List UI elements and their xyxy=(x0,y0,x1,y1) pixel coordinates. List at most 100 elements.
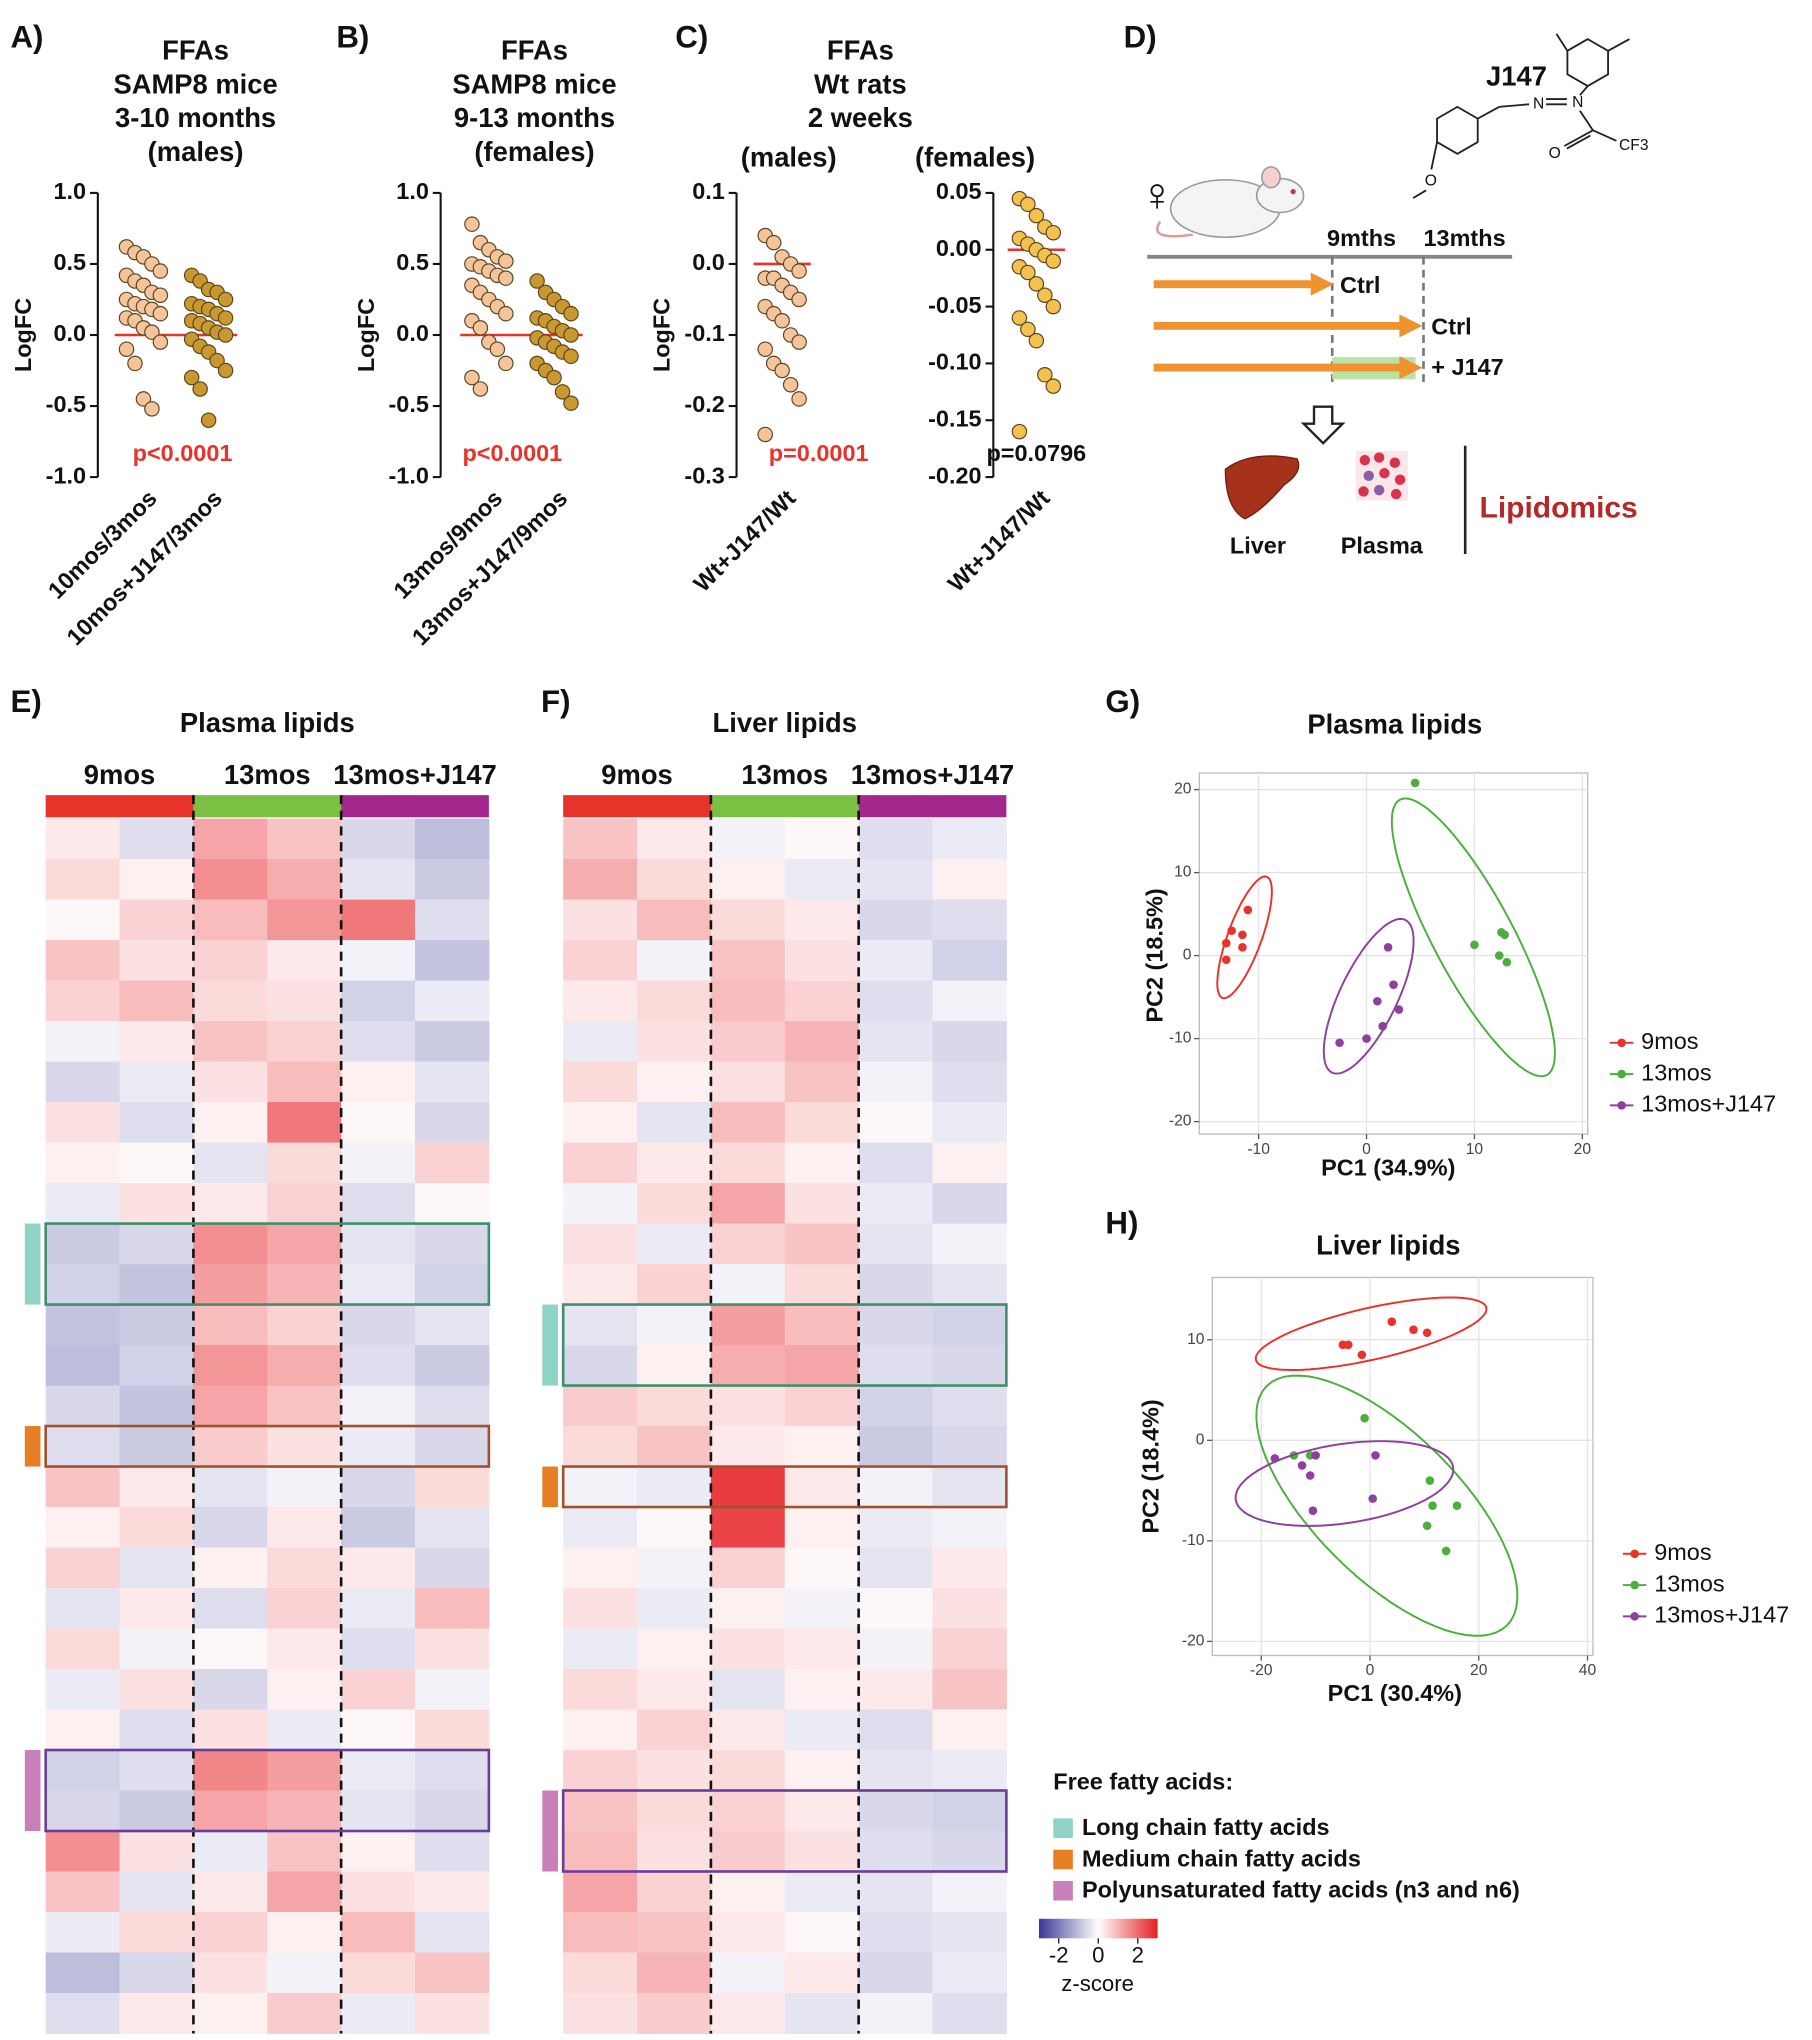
heatmap-cell xyxy=(637,1183,712,1225)
dot xyxy=(217,362,234,379)
heatmap-cell xyxy=(45,1426,121,1468)
heatmap-cell xyxy=(637,859,712,901)
arm-label: Ctrl xyxy=(1431,314,1471,340)
confidence-ellipse xyxy=(1216,875,1273,1000)
heatmap-cell xyxy=(784,1466,860,1508)
chart-title: SAMP8 mice xyxy=(113,68,277,99)
x-tick-label: 0 xyxy=(1362,1141,1371,1158)
y-tick-label: -1.0 xyxy=(388,462,428,488)
y-tick-label: -0.20 xyxy=(928,462,981,488)
heatmap-cell xyxy=(341,1709,416,1751)
confidence-ellipse xyxy=(1322,917,1415,1075)
heatmap-cell xyxy=(563,1223,638,1265)
chart-title: (females) xyxy=(474,136,594,167)
dot xyxy=(152,305,169,322)
heatmap-cell xyxy=(119,899,194,941)
heatmap-cell xyxy=(267,1426,342,1468)
chart-title: SAMP8 mice xyxy=(452,68,616,99)
heatmap-cell xyxy=(193,1669,268,1711)
heatmap-cell xyxy=(341,1911,416,1954)
highlight-box xyxy=(44,1424,491,1468)
point xyxy=(1221,955,1231,965)
heatmap-cell xyxy=(710,1669,786,1711)
y-tick-label: 10 xyxy=(1187,1331,1205,1348)
heatmap-cell xyxy=(267,859,342,901)
y-tick-label: -0.05 xyxy=(928,292,981,318)
legend-swatch xyxy=(1053,1818,1073,1838)
heatmap-cell xyxy=(563,818,638,860)
heatmap-cell xyxy=(710,1507,786,1549)
legend-label: 13mos xyxy=(1641,1059,1711,1085)
group-label: 13mos xyxy=(741,759,828,790)
x-tick-label: 10 xyxy=(1466,1141,1484,1158)
legend-dot xyxy=(1617,1069,1626,1079)
p-value: p<0.0001 xyxy=(133,440,233,466)
heatmap-cell xyxy=(415,1831,490,1873)
heatmap-cell xyxy=(858,1021,934,1063)
heatmap-cell xyxy=(341,1588,416,1630)
heatmap-cell xyxy=(415,899,490,941)
heatmap-cell xyxy=(784,1588,860,1630)
heatmap-cell xyxy=(784,1507,860,1549)
dot xyxy=(127,355,143,372)
point xyxy=(1422,1328,1432,1338)
heatmap-cell xyxy=(637,1102,712,1144)
dot xyxy=(472,320,489,336)
dot xyxy=(209,352,225,369)
heatmap-cell xyxy=(267,1264,342,1306)
heatmap-cell xyxy=(563,1831,638,1873)
group-label: 13mos+J147 xyxy=(851,759,1015,790)
panel-label: C) xyxy=(675,19,708,54)
heatmap-cell xyxy=(710,1102,786,1144)
heatmap-cell xyxy=(637,1426,712,1468)
heatmap-cell xyxy=(858,1547,934,1589)
heatmap-cell xyxy=(119,1628,194,1670)
heatmap-cell xyxy=(267,1831,342,1873)
heatmap-cell xyxy=(858,1466,934,1508)
heatmap-cell xyxy=(932,1183,1007,1225)
heatmap-cell xyxy=(45,1911,121,1954)
heatmap-cell xyxy=(858,1669,934,1711)
heatmap-cell xyxy=(119,1021,194,1063)
heatmap-cell xyxy=(341,1628,416,1670)
heatmap-cell xyxy=(637,1952,712,1994)
heatmap-cell xyxy=(710,1547,786,1589)
heatmap-cell xyxy=(637,1061,712,1103)
atom-label: CF3 xyxy=(1619,137,1649,154)
point xyxy=(1357,1350,1367,1360)
heatmap-cell xyxy=(563,940,638,982)
x-axis-label: PC1 (34.9%) xyxy=(1321,1154,1455,1180)
heatmap-cell xyxy=(637,1709,712,1751)
highlight-marker xyxy=(542,1790,558,1872)
heatmap-cell xyxy=(341,1871,416,1913)
heatmap-cell xyxy=(710,1021,786,1063)
y-tick-label: -20 xyxy=(1182,1633,1205,1650)
dot xyxy=(1020,264,1036,281)
heatmap-cell xyxy=(710,1831,786,1873)
heatmap-cell xyxy=(193,1588,268,1630)
heatmap-cell xyxy=(341,1345,416,1387)
heatmap-cell xyxy=(637,818,712,860)
tissue-label: Plasma xyxy=(1341,533,1424,559)
heatmap-cell xyxy=(267,818,342,860)
heatmap-cell xyxy=(637,1831,712,1873)
heatmap-cell xyxy=(784,1547,860,1589)
heatmap-cell xyxy=(267,1628,342,1670)
heatmap-cell xyxy=(932,1264,1007,1306)
heatmap-cell xyxy=(563,899,638,941)
panel-label: F) xyxy=(541,684,571,719)
plasma-icon xyxy=(1355,451,1408,501)
timepoint-label: 9mths xyxy=(1327,225,1396,251)
dot xyxy=(152,287,169,303)
heatmap-cell xyxy=(415,1952,490,1994)
dot xyxy=(1028,207,1045,224)
y-tick-label: 20 xyxy=(1174,781,1192,798)
legend-dot xyxy=(1630,1549,1639,1559)
heatmap-cell xyxy=(193,1507,268,1549)
heatmap-cell xyxy=(637,1992,712,2035)
heatmap-cell xyxy=(119,1142,194,1184)
point xyxy=(1500,930,1509,940)
heatmap-cell xyxy=(563,1911,638,1954)
heatmap-cell xyxy=(858,1426,934,1468)
